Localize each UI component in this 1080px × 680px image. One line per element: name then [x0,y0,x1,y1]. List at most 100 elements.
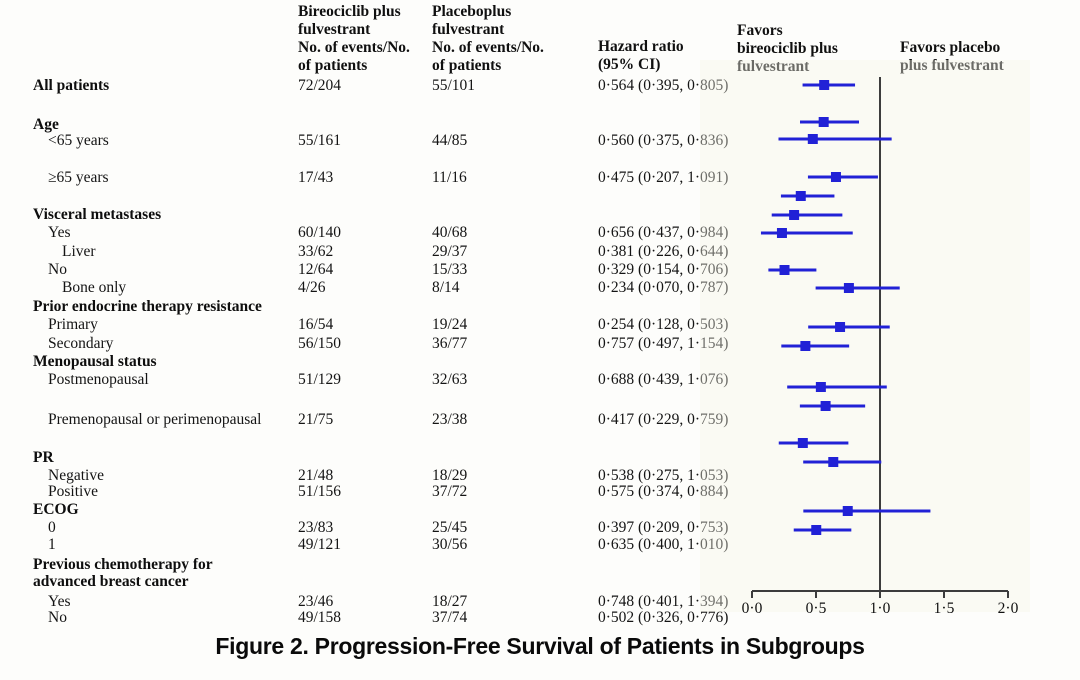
events-cell-bireociclib: 33/62 [298,243,334,260]
column-header-placebo: Placeboplus fulvestrant No. of events/No… [432,3,544,74]
row-label: Postmenopausal [48,371,149,388]
row-label: Menopausal status [33,353,157,370]
axis-tick-label: 0·5 [806,600,827,617]
events-cell-placebo: 44/85 [432,132,468,149]
hazard-ratio-cell: 0·381 (0·226, 0·644) [598,243,729,260]
hr-marker [811,525,822,535]
hr-marker [800,341,811,351]
hr-marker [828,457,839,467]
hazard-ratio-cell: 0·656 (0·437, 0·984) [598,224,729,241]
row-label: Previous chemotherapy for [33,556,213,573]
row-label: Positive [48,483,98,500]
events-cell-bireociclib: 49/158 [298,609,342,626]
row-label: Yes [48,593,71,610]
hazard-ratio-cell: 0·564 (0·395, 0·805) [598,77,729,94]
events-cell-placebo: 55/101 [432,77,476,94]
events-cell-placebo: 29/37 [432,243,468,260]
row-label: Primary [48,316,98,333]
hr-marker [843,283,854,293]
events-cell-bireociclib: 49/121 [298,536,342,553]
row-label: 1 [48,536,56,553]
row-label: Liver [62,243,96,260]
hr-marker [789,210,800,220]
events-cell-bireociclib: 23/46 [298,593,334,610]
events-cell-placebo: 8/14 [432,279,460,296]
row-label: ECOG [33,501,79,518]
row-label: Secondary [48,335,114,352]
events-cell-bireociclib: 55/161 [298,132,342,149]
hazard-ratio-cell: 0·575 (0·374, 0·884) [598,483,729,500]
events-cell-placebo: 25/45 [432,519,468,536]
hazard-ratio-cell: 0·560 (0·375, 0·836) [598,132,729,149]
hr-marker [820,401,831,411]
events-cell-placebo: 11/16 [432,169,467,186]
events-cell-placebo: 37/72 [432,483,468,500]
hr-marker [797,438,808,448]
events-cell-placebo: 36/77 [432,335,468,352]
events-cell-placebo: 37/74 [432,609,468,626]
row-label: Yes [48,224,71,241]
figure-caption: Figure 2. Progression-Free Survival of P… [215,633,865,659]
favors-bireociclib-label: Favors bireociclib plus fulvestrant [737,22,838,75]
row-label: Age [33,116,59,133]
hazard-ratio-cell: 0·475 (0·207, 1·091) [598,169,729,186]
hazard-ratio-cell: 0·757 (0·497, 1·154) [598,335,729,352]
events-cell-bireociclib: 60/140 [298,224,342,241]
row-label: PR [33,449,54,466]
row-label: advanced breast cancer [33,573,189,590]
events-cell-placebo: 30/56 [432,536,468,553]
row-label: Prior endocrine therapy resistance [33,298,262,315]
events-cell-bireociclib: 21/75 [298,411,334,428]
hr-marker [795,191,806,201]
events-cell-placebo: 40/68 [432,224,468,241]
hr-marker [830,172,841,182]
hr-marker [779,265,790,275]
events-cell-placebo: 23/38 [432,411,468,428]
events-cell-bireociclib: 56/150 [298,335,342,352]
row-label: ≥65 years [48,169,109,186]
hazard-ratio-cell: 0·329 (0·154, 0·706) [598,261,729,278]
hr-marker [818,117,829,127]
row-label: No [48,609,67,626]
row-label: No [48,261,67,278]
hazard-ratio-cell: 0·748 (0·401, 1·394) [598,593,729,610]
hr-marker [835,322,846,332]
axis-tick-label: 0·0 [742,600,763,617]
row-label: Negative [48,467,104,484]
hazard-ratio-cell: 0·688 (0·439, 1·076) [598,371,729,388]
hazard-ratio-cell: 0·397 (0·209, 0·753) [598,519,729,536]
axis-tick-label: 1·0 [870,600,891,617]
hazard-ratio-cell: 0·538 (0·275, 1·053) [598,467,729,484]
hazard-ratio-cell: 0·417 (0·229, 0·759) [598,411,729,428]
hr-marker [842,506,853,516]
row-label: Visceral metastases [33,206,162,223]
events-cell-bireociclib: 51/129 [298,371,342,388]
row-label: <65 years [48,132,109,149]
plot-background [700,60,1030,612]
row-label: Premenopausal or perimenopausal [48,411,262,428]
events-cell-bireociclib: 21/48 [298,467,334,484]
events-cell-placebo: 18/27 [432,593,468,610]
hr-marker [819,80,830,90]
events-cell-bireociclib: 51/156 [298,483,342,500]
events-cell-placebo: 15/33 [432,261,468,278]
axis-tick-label: 2·0 [998,600,1019,617]
row-label: All patients [33,77,110,94]
events-cell-placebo: 19/24 [432,316,468,333]
events-cell-bireociclib: 4/26 [298,279,326,296]
hr-marker [776,228,787,238]
hr-marker [807,134,818,144]
events-cell-bireociclib: 12/64 [298,261,334,278]
hazard-ratio-cell: 0·502 (0·326, 0·776) [598,609,729,626]
column-header-bireociclib: Bireociclib plus fulvestrant No. of even… [298,3,410,74]
row-label: 0 [48,519,56,536]
favors-placebo-label: Favors placebo plus fulvestrant [900,39,1004,74]
events-cell-placebo: 32/63 [432,371,468,388]
hazard-ratio-cell: 0·254 (0·128, 0·503) [598,316,729,333]
hazard-ratio-cell: 0·234 (0·070, 0·787) [598,279,729,296]
hr-marker [815,382,826,392]
column-header-hazard-ratio: Hazard ratio (95% CI) [598,38,684,73]
events-cell-placebo: 18/29 [432,467,468,484]
row-label: Bone only [62,279,127,296]
